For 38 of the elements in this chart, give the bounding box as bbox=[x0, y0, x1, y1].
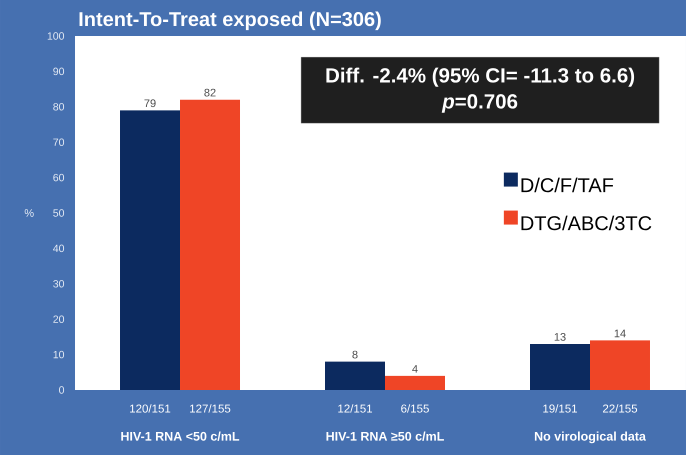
x-tick-label: No virological data bbox=[534, 432, 646, 444]
y-tick-label: 50 bbox=[53, 209, 64, 217]
legend-label: DTG/ABC/3TC bbox=[521, 216, 652, 230]
text: 12/151 bbox=[338, 404, 372, 413]
annotation: p=0.706 bbox=[442, 94, 518, 113]
data-label: 13 bbox=[554, 332, 566, 341]
bar bbox=[180, 100, 240, 390]
y-tick-label: 10 bbox=[54, 350, 64, 358]
bar bbox=[530, 344, 590, 390]
chart-title: Intent-To-Treat exposed (N=306) bbox=[80, 12, 381, 30]
y-tick-label: 40 bbox=[53, 244, 64, 252]
text: 19/151 bbox=[543, 404, 578, 413]
y-tick-label: 20 bbox=[53, 315, 64, 323]
data-label: 14 bbox=[614, 330, 626, 338]
x-tick-label: HIV-1 RNA ≥50 c/mL bbox=[326, 432, 444, 441]
data-label: 4 bbox=[412, 365, 418, 373]
y-tick-label: 30 bbox=[53, 280, 64, 288]
text: 6/155 bbox=[401, 404, 429, 413]
data-label: 82 bbox=[204, 88, 216, 97]
y-tick-label: 60 bbox=[53, 174, 64, 182]
y-tick-label: 100 bbox=[48, 32, 64, 40]
legend-label: D/C/F/TAF bbox=[521, 178, 614, 192]
bar bbox=[590, 340, 650, 390]
y-tick-label: 80 bbox=[53, 103, 64, 111]
bar bbox=[385, 376, 445, 390]
y-tick-label: 90 bbox=[53, 68, 64, 76]
text: 127/155 bbox=[190, 404, 230, 413]
annotation: Diff. -2.4% (95% CI= -11.3 to 6.6) bbox=[326, 68, 634, 87]
bar bbox=[325, 362, 385, 390]
y-tick-label: 0 bbox=[59, 386, 64, 394]
x-tick-label: HIV-1 RNA <50 c/mL bbox=[121, 432, 240, 441]
text: 120/151 bbox=[130, 404, 170, 413]
bar bbox=[120, 110, 180, 390]
text: 22/155 bbox=[602, 404, 638, 413]
data-label: 8 bbox=[352, 350, 358, 358]
data-label: 79 bbox=[144, 99, 156, 108]
y-tick-label: 70 bbox=[53, 138, 64, 146]
y-axis-title: % bbox=[24, 209, 34, 217]
